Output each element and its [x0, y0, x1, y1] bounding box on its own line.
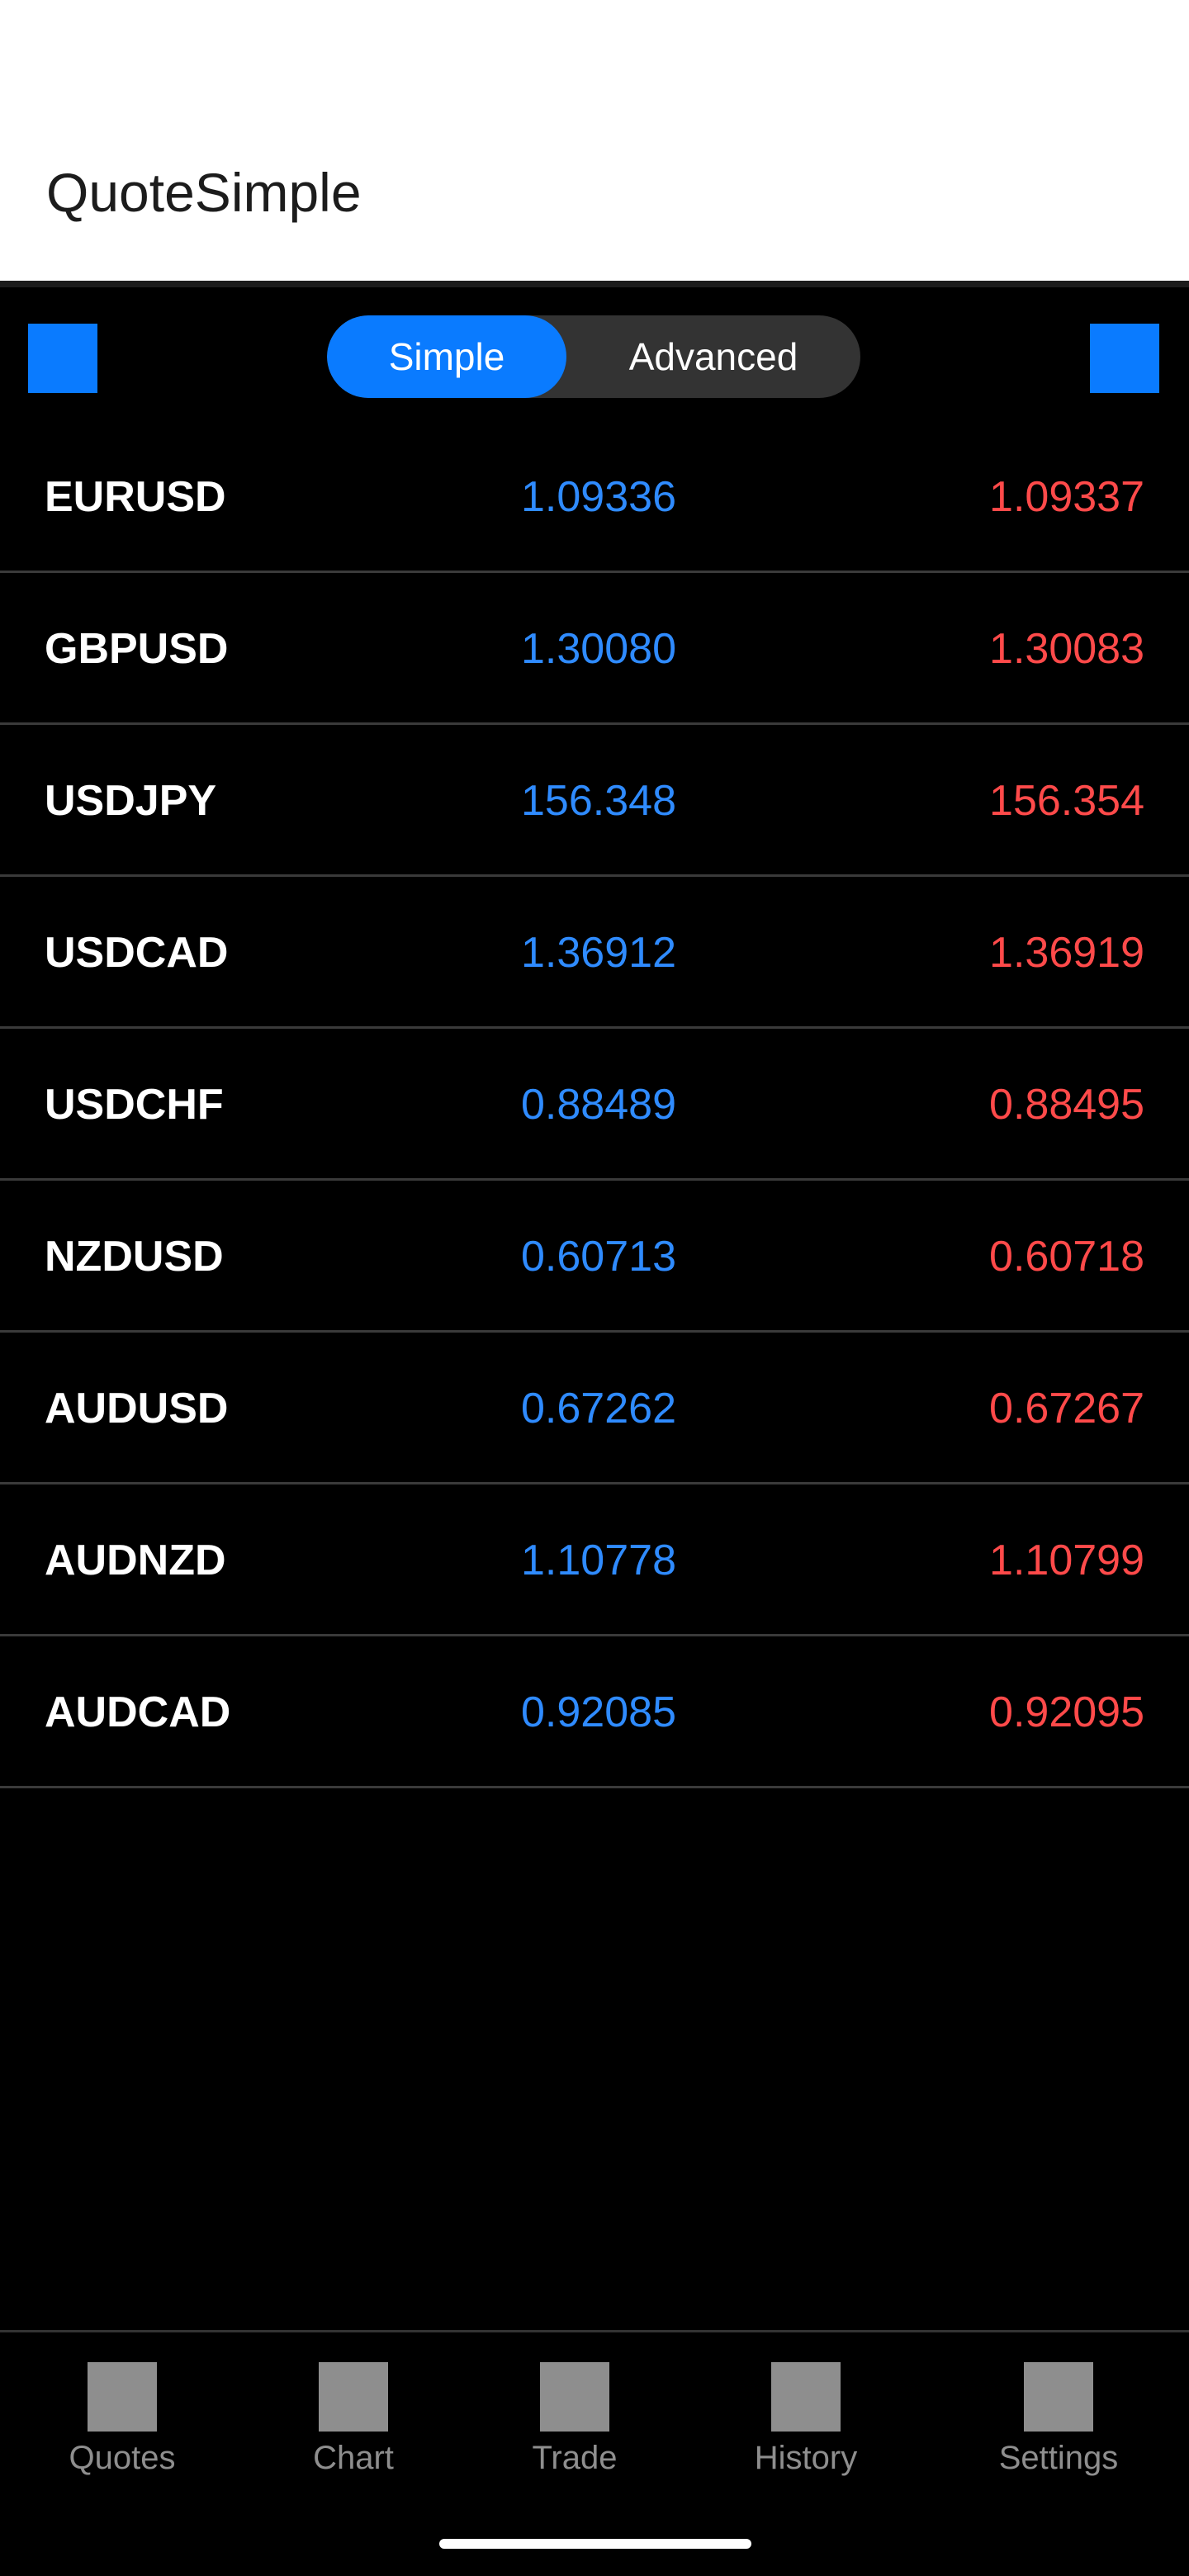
nav-label: Quotes — [69, 2440, 176, 2476]
quote-bid: 0.88489 — [521, 1081, 676, 1129]
settings-icon — [1024, 2362, 1093, 2432]
nav-label: History — [754, 2440, 858, 2476]
quote-bid: 1.36912 — [521, 929, 676, 977]
quote-ask: 1.10799 — [989, 1537, 1144, 1584]
nav-item-history[interactable]: History — [707, 2362, 905, 2478]
left-square-button[interactable] — [28, 324, 97, 393]
quotes-list: EURUSD 1.09336 1.09337 GBPUSD 1.30080 1.… — [0, 421, 1189, 1788]
nav-item-chart[interactable]: Chart — [254, 2362, 452, 2478]
quote-bid: 1.30080 — [521, 625, 676, 673]
quote-bid: 1.09336 — [521, 473, 676, 521]
quote-symbol: USDJPY — [45, 777, 217, 825]
quote-row[interactable]: USDCHF 0.88489 0.88495 — [0, 1029, 1189, 1181]
toolbar: Simple Advanced — [0, 281, 1189, 421]
quote-row[interactable]: GBPUSD 1.30080 1.30083 — [0, 573, 1189, 725]
quotes-icon — [88, 2362, 157, 2432]
quote-row[interactable]: AUDUSD 0.67262 0.67267 — [0, 1333, 1189, 1485]
quote-row[interactable]: AUDNZD 1.10778 1.10799 — [0, 1485, 1189, 1636]
right-square-button[interactable] — [1090, 324, 1159, 393]
quote-row[interactable]: EURUSD 1.09336 1.09337 — [0, 421, 1189, 573]
quote-ask: 1.09337 — [989, 473, 1144, 521]
nav-label: Settings — [998, 2440, 1119, 2476]
home-indicator[interactable] — [439, 2539, 751, 2549]
nav-item-settings[interactable]: Settings — [959, 2362, 1158, 2478]
quote-symbol: EURUSD — [45, 473, 226, 521]
quote-ask: 0.92095 — [989, 1688, 1144, 1736]
quote-bid: 1.10778 — [521, 1537, 676, 1584]
quote-symbol: AUDCAD — [45, 1688, 231, 1736]
quote-bid: 0.67262 — [521, 1385, 676, 1432]
quote-bid: 0.60713 — [521, 1233, 676, 1281]
quote-ask: 1.36919 — [989, 929, 1144, 977]
quote-bid: 156.348 — [521, 777, 676, 825]
app-title: QuoteSimple — [46, 162, 362, 223]
quote-symbol: AUDNZD — [45, 1537, 226, 1584]
nav-label: Trade — [532, 2440, 618, 2476]
quote-ask: 0.60718 — [989, 1233, 1144, 1281]
quote-row[interactable]: AUDCAD 0.92085 0.92095 — [0, 1636, 1189, 1788]
segment-simple[interactable]: Simple — [327, 315, 566, 398]
nav-item-trade[interactable]: Trade — [476, 2362, 674, 2478]
nav-item-quotes[interactable]: Quotes — [23, 2362, 221, 2478]
chart-icon — [319, 2362, 388, 2432]
history-icon — [771, 2362, 841, 2432]
quote-ask: 1.30083 — [989, 625, 1144, 673]
quote-row[interactable]: NZDUSD 0.60713 0.60718 — [0, 1181, 1189, 1333]
view-mode-switch: Simple Advanced — [327, 315, 860, 398]
quote-symbol: GBPUSD — [45, 625, 229, 673]
quote-symbol: USDCHF — [45, 1081, 224, 1129]
quote-ask: 156.354 — [989, 777, 1144, 825]
quote-ask: 0.88495 — [989, 1081, 1144, 1129]
trade-icon — [540, 2362, 609, 2432]
quote-symbol: USDCAD — [45, 929, 229, 977]
segment-advanced[interactable]: Advanced — [628, 335, 798, 378]
quote-bid: 0.92085 — [521, 1688, 676, 1736]
app-header: QuoteSimple — [0, 0, 1189, 281]
quote-symbol: NZDUSD — [45, 1233, 224, 1281]
quote-symbol: AUDUSD — [45, 1385, 229, 1432]
bottom-nav: Quotes Chart Trade History Settings — [0, 2330, 1189, 2576]
quote-row[interactable]: USDCAD 1.36912 1.36919 — [0, 877, 1189, 1029]
nav-label: Chart — [313, 2440, 394, 2476]
quote-row[interactable]: USDJPY 156.348 156.354 — [0, 725, 1189, 877]
quote-ask: 0.67267 — [989, 1385, 1144, 1432]
